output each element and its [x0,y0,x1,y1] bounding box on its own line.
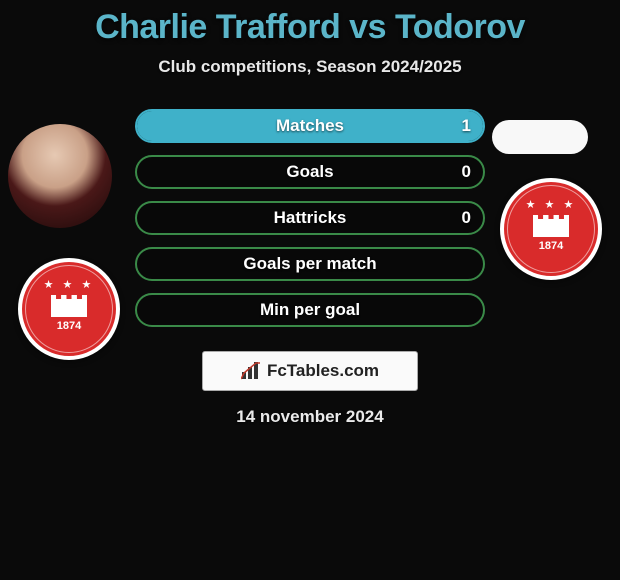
player-left-club-badge: ★ ★ ★ 1874 [18,258,120,360]
stats-container: Matches 1 Goals 0 Hattricks 0 Goals per match M… [135,107,485,327]
bar-chart-icon [241,362,263,380]
stat-label: Goals per match [243,254,376,274]
stat-value-right: 0 [462,208,471,228]
club-stars-icon: ★ ★ ★ [44,280,95,291]
player-left-avatar [8,124,112,228]
stat-value-right: 1 [462,116,471,136]
stat-row: Min per goal [135,293,485,327]
fctables-logo: FcTables.com [202,351,418,391]
stat-label: Matches [276,116,344,136]
page-title: Charlie Trafford vs Todorov [0,8,620,47]
club-castle-icon [533,215,569,237]
stat-value-right: 0 [462,162,471,182]
club-left-year: 1874 [57,320,81,332]
stat-label: Goals [286,162,333,182]
player-right-avatar [492,120,588,154]
stat-label: Hattricks [274,208,347,228]
stat-label: Min per goal [260,300,360,320]
club-stars-icon: ★ ★ ★ [526,200,577,211]
club-castle-icon [51,295,87,317]
stat-row: Goals per match [135,247,485,281]
date-label: 14 november 2024 [0,407,620,427]
club-right-year: 1874 [539,240,563,252]
player-right-club-badge: ★ ★ ★ 1874 [500,178,602,280]
fctables-logo-text: FcTables.com [267,361,379,381]
stat-row: Goals 0 [135,155,485,189]
stat-row: Matches 1 [135,109,485,143]
stat-row: Hattricks 0 [135,201,485,235]
subtitle: Club competitions, Season 2024/2025 [0,57,620,77]
